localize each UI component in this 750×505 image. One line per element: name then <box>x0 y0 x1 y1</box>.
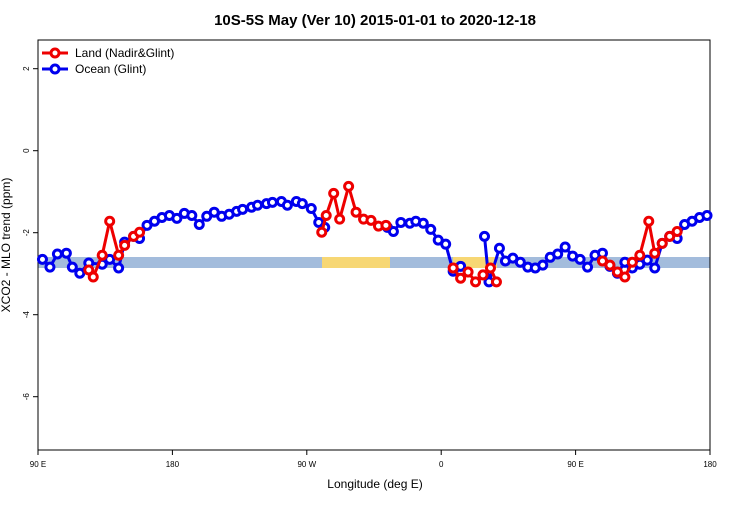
data-point <box>387 225 399 237</box>
data-point <box>656 237 668 249</box>
x-tick-label: 90 W <box>297 460 316 469</box>
data-point <box>237 203 249 215</box>
data-point <box>305 203 317 215</box>
data-point <box>380 219 392 231</box>
data-point <box>296 198 308 210</box>
data-point <box>470 276 482 288</box>
data-point <box>604 259 616 271</box>
data-point <box>334 213 346 225</box>
data-point <box>328 187 340 199</box>
data-point <box>96 249 108 261</box>
x-tick-label: 180 <box>703 460 717 469</box>
x-axis-label: Longitude (deg E) <box>327 477 422 491</box>
data-point <box>104 215 116 227</box>
data-point <box>664 230 676 242</box>
data-point <box>119 239 131 251</box>
data-point <box>643 215 655 227</box>
data-point <box>44 261 56 273</box>
data-point <box>649 262 661 274</box>
data-point <box>671 225 683 237</box>
data-point <box>320 209 332 221</box>
data-point <box>641 254 653 266</box>
y-tick-label: 2 <box>22 66 31 71</box>
data-point <box>490 276 502 288</box>
surface-strip <box>38 257 710 268</box>
data-point <box>60 247 72 259</box>
legend-label: Land (Nadir&Glint) <box>75 46 174 60</box>
data-point <box>281 199 293 211</box>
data-point <box>455 272 467 284</box>
series-line <box>87 180 678 285</box>
data-point <box>113 249 125 261</box>
y-tick-label: 0 <box>22 148 31 153</box>
data-point <box>493 242 505 254</box>
data-point <box>74 267 86 279</box>
x-tick-label: 90 E <box>567 460 583 469</box>
x-tick-label: 0 <box>439 460 444 469</box>
data-point <box>417 217 429 229</box>
x-tick-label: 180 <box>166 460 180 469</box>
data-point <box>36 253 48 265</box>
data-point <box>582 261 594 273</box>
data-point <box>484 262 496 274</box>
y-tick-label: -4 <box>22 311 31 319</box>
data-point <box>559 241 571 253</box>
plot-frame <box>37 39 711 451</box>
data-point <box>514 256 526 268</box>
data-point <box>365 214 377 226</box>
data-point <box>193 219 205 230</box>
data-point <box>626 256 638 268</box>
data-point <box>574 253 586 265</box>
data-point <box>611 266 623 278</box>
data-point <box>343 180 355 192</box>
data-point <box>350 206 362 218</box>
data-point <box>266 196 278 208</box>
data-point <box>701 209 713 221</box>
data-point <box>619 271 631 283</box>
data-point <box>66 261 78 273</box>
land-strip <box>322 257 390 268</box>
legend-label: Ocean (Glint) <box>75 62 146 76</box>
chart-title: 10S-5S May (Ver 10) 2015-01-01 to 2020-1… <box>214 12 536 29</box>
data-point <box>113 262 125 274</box>
x-tick-label: 90 E <box>30 460 46 469</box>
land-strip <box>453 257 497 268</box>
y-axis-label: XCO2 - MLO trend (ppm) <box>0 178 13 313</box>
legend-marker <box>49 47 61 59</box>
data-point <box>440 238 452 250</box>
y-tick-label: -2 <box>22 229 31 237</box>
legend-marker <box>49 63 61 75</box>
data-point <box>395 216 407 228</box>
data-point <box>552 248 564 260</box>
data-point <box>479 230 491 242</box>
data-point <box>252 199 264 211</box>
data-point <box>316 226 328 238</box>
data-point <box>186 209 198 221</box>
data-point <box>649 247 661 259</box>
data-point <box>87 271 99 283</box>
data-point <box>634 249 646 261</box>
data-point <box>537 259 549 271</box>
data-point <box>477 269 489 281</box>
data-point <box>51 248 63 260</box>
y-tick-label: -6 <box>22 393 31 401</box>
data-point <box>447 262 459 274</box>
data-point <box>462 266 474 278</box>
data-point <box>134 226 146 238</box>
data-point <box>171 212 183 224</box>
data-point <box>425 223 437 235</box>
